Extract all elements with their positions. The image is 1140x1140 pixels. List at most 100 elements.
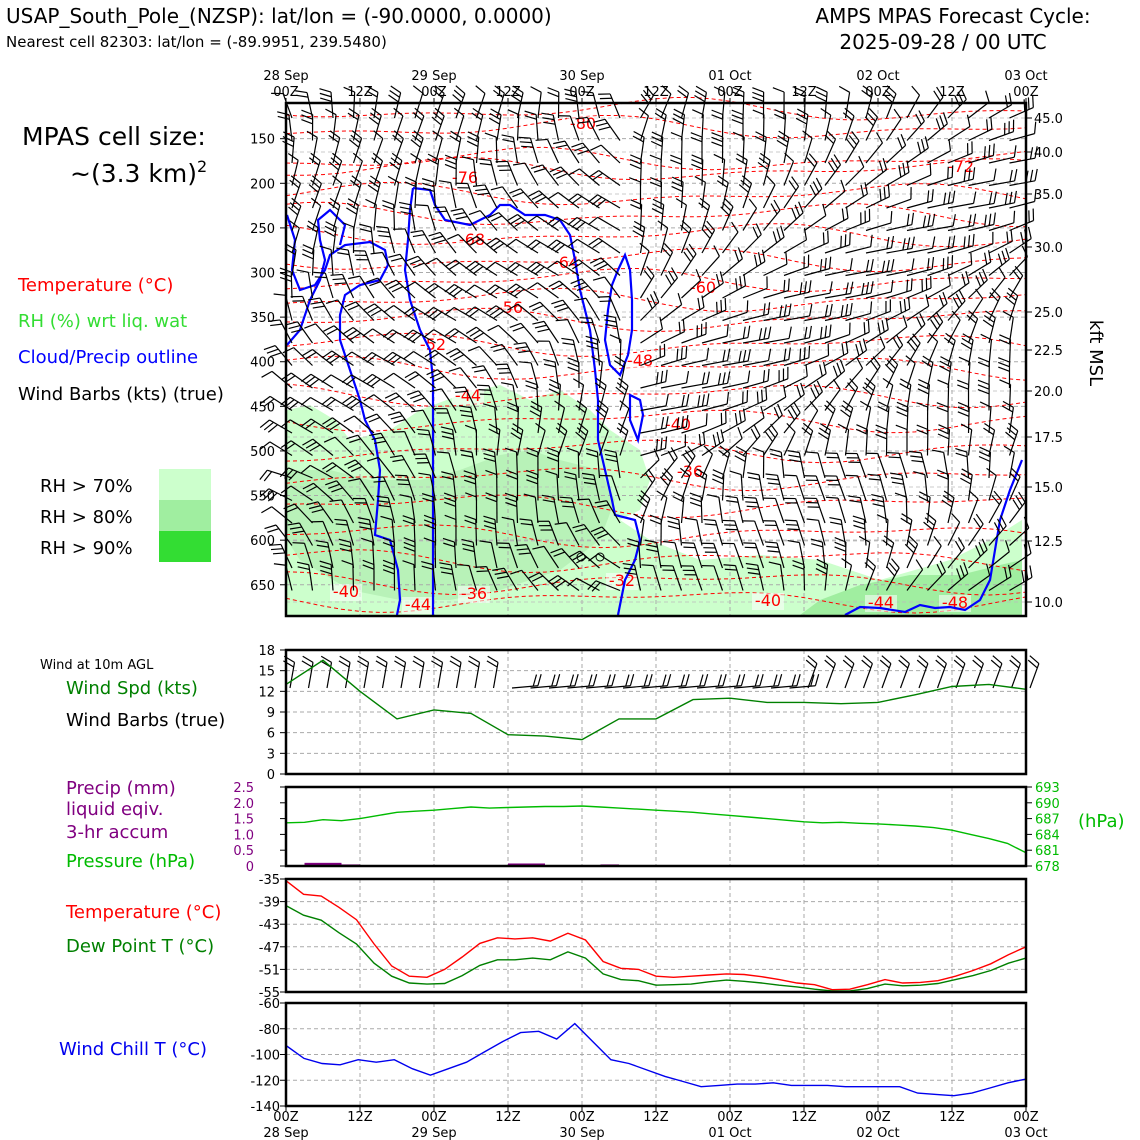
temperature-contour-label: -44 [405,595,431,614]
wind-barb-flag [663,242,673,253]
wind-barb-flag [829,281,833,294]
wind-barb-flag [490,108,502,116]
cloud-outline-1 [285,214,402,616]
wind-barb-flag [307,220,319,229]
wind-barb-flag [644,539,657,543]
wind-barb-flag [458,405,471,409]
wind-barb [803,137,813,164]
wind-barb-flag [433,89,443,99]
wind-barb-flag [547,87,560,93]
wind-barb-flag [697,297,701,310]
wind-barb-flag [982,268,988,281]
wind-barb [457,234,477,254]
wind-barb-flag [841,343,845,356]
wind-barb-flag [296,269,309,273]
wind-barb-flag [747,472,760,476]
wind-barb-flag [917,388,929,395]
wind-barb-flag [521,145,534,148]
wind-barb-flag [850,281,854,294]
wind-barb-flag [911,459,924,463]
wind-barb-flag [810,538,823,543]
wind-barb-flag [483,457,496,463]
wind-barb-flag [1012,269,1021,280]
wind-barb-flag [667,516,679,521]
wind-barb-flag [633,225,645,233]
wind-barb-flag [956,568,962,580]
wind-barb-flag [993,522,1001,534]
wind-barb-flag [568,259,580,267]
wind-barb-flag [762,370,766,383]
wind-barb-flag [519,141,532,144]
wind10-barb-flag [936,655,947,665]
cloud-outline-2 [286,208,347,346]
wind-barb-flag [368,179,380,188]
wind-barb [619,339,622,366]
wind-barb [537,430,546,456]
wind-barb-flag [792,559,805,566]
wind-barb-flag [541,112,554,116]
wind-barb-flag [443,542,455,548]
wind-barb-flag [325,399,336,408]
pressure-tick-label: 600 [250,534,275,549]
wind-barb [475,519,478,546]
wind-barb-flag [777,403,783,416]
wind-barb-flag [1011,467,1021,478]
wind-barb [844,92,851,119]
wind-barb-flag [586,452,598,458]
wind-barb-flag [842,112,853,121]
wind-barb-flag [960,342,972,350]
wind-barb-flag [879,336,886,348]
wind-barb-flag [507,303,519,311]
wind-barb-flag [1032,95,1034,108]
wind-barb-flag [939,560,946,572]
wind-barb-flag [784,474,797,477]
wind-tick-label: 9 [267,706,275,721]
wind-barb-flag [851,130,860,142]
wind-barb-flag [840,235,842,248]
wind-barb-flag [676,417,680,430]
wind-barb [722,311,748,322]
wind-barb [845,193,868,209]
wind-barb-flag [505,262,516,271]
wind-barb-flag [633,220,645,228]
wind-barb-flag [542,117,555,121]
wind-barb-flag [332,175,343,184]
wind-barb-flag [767,302,771,315]
wind-barb [639,275,655,299]
wind-barb-flag [342,395,353,404]
wind-barb-flag [653,448,660,461]
wind-barb-flag [588,237,599,246]
wind-barb-flag [675,198,687,206]
wind-barb-flag [783,304,787,317]
wind-barb-flag [613,360,625,368]
wind10-barb-flag [301,660,313,668]
wind-barb-flag [332,152,343,162]
wind-barb-flag [509,322,522,329]
wind-barb [1009,157,1036,164]
wind-barb [640,459,660,479]
wind-barb-flag [704,523,717,526]
wind-barb-flag [557,422,568,432]
wind-barb [774,520,785,546]
wind-barb-flag [604,453,617,458]
wind-barb [293,347,313,366]
wind-barb-flag [900,378,912,386]
wind-barb-flag [651,136,663,143]
wind-barb-flag [815,568,827,575]
wind-barb [779,564,785,591]
wind-barb-flag [793,86,806,93]
wind-barb-flag [361,537,373,543]
wind-barb-flag [785,252,788,265]
wind-barb-flag [952,214,956,227]
wind-barb-flag [434,210,448,213]
wind-barb-flag [295,90,308,94]
wind-barb-flag [423,329,435,338]
wind-barb-flag [652,198,664,206]
wind-barb-flag [415,204,428,207]
wind-barb-flag [505,502,518,507]
top-date-label: 03 Oct [1004,69,1047,84]
wind-barb-flag [968,310,979,320]
wind10-barb-flag [862,655,873,665]
wind-barb-flag [993,490,1003,501]
wind10-barb-flag [699,674,704,687]
